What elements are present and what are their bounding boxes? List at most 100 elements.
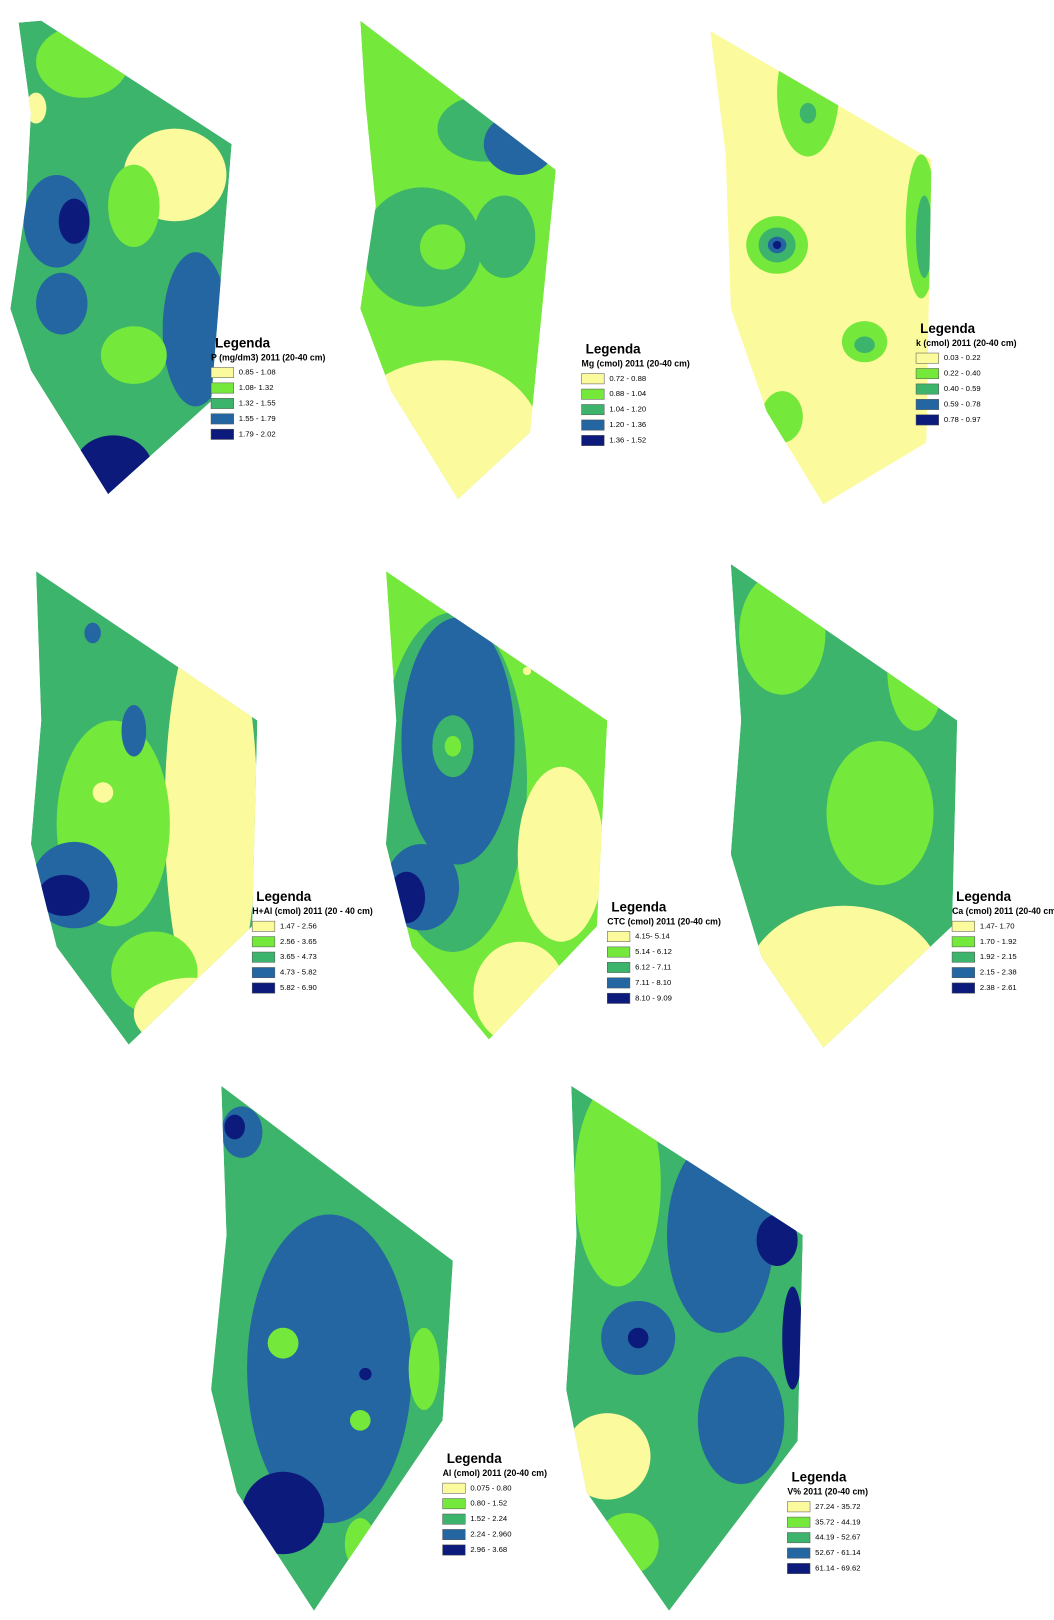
legend-swatch	[952, 921, 975, 931]
legend-label: 2.24 - 2.960	[470, 1530, 511, 1539]
legend-title: CTC (cmol) 2011 (20-40 cm)	[607, 916, 721, 926]
legend-label: 1.47 - 2.56	[280, 921, 317, 930]
map-zone	[777, 29, 839, 157]
map-zone	[359, 1368, 371, 1380]
legend-swatch	[607, 978, 630, 988]
map-zone	[782, 1287, 803, 1390]
legend-heading: Legenda	[447, 1451, 503, 1466]
map-zone	[523, 667, 531, 675]
map-zone	[746, 906, 942, 1060]
map-zone	[121, 705, 146, 756]
legend-label: 1.08- 1.32	[239, 383, 274, 392]
map-zone	[242, 1472, 324, 1554]
map-zone	[597, 1513, 659, 1575]
map-zone	[916, 196, 932, 278]
map-zone	[574, 1081, 660, 1287]
map-zone	[93, 782, 114, 803]
legend-label: 1.36 - 1.52	[609, 436, 646, 445]
legend-swatch	[952, 952, 975, 962]
legend-swatch	[787, 1548, 810, 1558]
legend-swatch	[252, 921, 275, 931]
legend-title: H+Al (cmol) 2011 (20 - 40 cm)	[252, 906, 373, 916]
map-zone	[36, 26, 129, 98]
legend-heading: Legenda	[956, 889, 1012, 904]
legend-swatch	[443, 1514, 466, 1524]
legend-label: 5.14 - 6.12	[635, 947, 672, 956]
legend-swatch	[443, 1545, 466, 1555]
legend-label: 27.24 - 35.72	[815, 1502, 860, 1511]
legend-label: 2.56 - 3.65	[280, 937, 317, 946]
soil-map	[10, 21, 231, 502]
map-zone	[827, 741, 934, 885]
legend-label: 1.70 - 1.92	[980, 937, 1017, 946]
legend-heading: Legenda	[215, 335, 271, 350]
legend-swatch	[952, 937, 975, 947]
legend-swatch	[252, 967, 275, 977]
map-zone	[350, 1410, 371, 1431]
legend-label: 52.67 - 61.14	[815, 1548, 861, 1557]
soil-map	[710, 29, 936, 505]
map-zone	[773, 241, 781, 249]
legend-swatch	[211, 429, 234, 439]
soil-map	[731, 564, 957, 1060]
legend-swatch	[952, 967, 975, 977]
legend-label: 44.19 - 52.67	[815, 1533, 860, 1542]
legend-swatch	[952, 983, 975, 993]
legend-swatch	[582, 420, 605, 430]
map-zone	[473, 196, 535, 278]
map-zone	[564, 1413, 650, 1499]
legend-label: 35.72 - 44.19	[815, 1517, 860, 1526]
soil-map	[379, 571, 607, 1044]
legend-swatch	[916, 399, 939, 409]
legend-label: 2.96 - 3.68	[470, 1545, 507, 1554]
legend-swatch	[607, 931, 630, 941]
map-zone	[757, 1214, 798, 1265]
legend-label: 0.03 - 0.22	[944, 353, 981, 362]
legend-heading: Legenda	[586, 341, 642, 356]
map-zone	[59, 199, 90, 244]
legend: Legenda V% 2011 (20-40 cm) 27.24 - 35.72 35…	[787, 1469, 868, 1573]
legend-label: 0.40 - 0.59	[944, 384, 981, 393]
legend-swatch	[211, 383, 234, 393]
legend-label: 61.14 - 69.62	[815, 1564, 860, 1573]
map-zone	[224, 1115, 245, 1140]
legend: Legendak (cmol) 2011 (20-40 cm)0.03 - 0.…	[916, 321, 1017, 425]
legend-swatch	[916, 384, 939, 394]
legend-title: Al (cmol) 2011 (20-40 cm)	[443, 1468, 547, 1478]
legend-title: Mg (cmol) 2011 (20-40 cm)	[582, 359, 690, 369]
map-zone	[698, 1357, 784, 1485]
map-zone	[739, 571, 825, 695]
legend-label: 1.47- 1.70	[980, 921, 1015, 930]
legend-swatch	[787, 1533, 810, 1543]
legend-heading: Legenda	[792, 1469, 848, 1484]
legend-heading: Legenda	[611, 899, 667, 914]
legend-swatch	[607, 962, 630, 972]
map-zone	[38, 875, 89, 916]
map-zone	[420, 224, 465, 269]
legend-label: 0.88 - 1.04	[609, 389, 647, 398]
map-zone	[628, 1328, 649, 1349]
legend-swatch	[582, 435, 605, 445]
legend-swatch	[582, 374, 605, 384]
legend-swatch	[443, 1529, 466, 1539]
legend-label: 1.55 - 1.79	[239, 414, 276, 423]
legend-label: 0.85 - 1.08	[239, 368, 276, 377]
legend-label: 0.59 - 0.78	[944, 400, 981, 409]
legend-heading: Legenda	[256, 889, 312, 904]
legend-label: 0.22 - 0.40	[944, 369, 981, 378]
legend-swatch	[787, 1517, 810, 1527]
map-sheet: LegendaP (mg/dm3) 2011 (20-40 cm)0.85 - …	[0, 0, 1054, 1620]
map-zone	[101, 326, 167, 384]
map-zone	[36, 273, 87, 335]
soil-map	[211, 1086, 453, 1611]
legend: LegendaP (mg/dm3) 2011 (20-40 cm)0.85 - …	[211, 335, 325, 439]
legend-title: V% 2011 (20-40 cm)	[787, 1487, 868, 1497]
legend-swatch	[443, 1483, 466, 1493]
map-zone	[473, 942, 566, 1045]
legend-swatch	[607, 993, 630, 1003]
legend-swatch	[211, 367, 234, 377]
